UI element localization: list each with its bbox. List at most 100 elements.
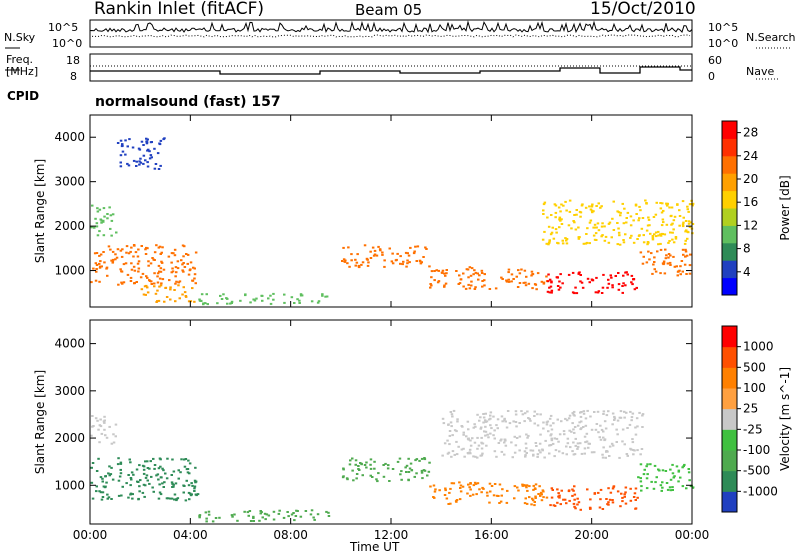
echo-cell	[653, 233, 656, 236]
echo-cell	[398, 457, 402, 460]
echo-cell	[526, 410, 529, 413]
echo-cell	[159, 253, 162, 255]
echo-cell	[561, 239, 564, 242]
echo-cell	[145, 474, 149, 477]
echo-cell	[623, 493, 626, 496]
echo-cell	[631, 283, 634, 286]
echo-cell	[634, 433, 638, 436]
echo-cell	[550, 437, 553, 440]
echo-cell	[153, 467, 156, 470]
echo-cell	[505, 279, 508, 282]
echo-cell	[571, 422, 574, 425]
echo-cell	[501, 420, 504, 423]
echo-cell	[181, 269, 184, 272]
echo-cell	[450, 455, 453, 458]
echo-cell	[185, 479, 188, 482]
echo-cell	[373, 249, 377, 252]
echo-cell	[179, 471, 182, 474]
echo-cell	[129, 477, 133, 479]
cpid-text: normalsound (fast) 157	[95, 94, 281, 110]
echo-cell	[579, 211, 583, 214]
echo-cell	[174, 266, 178, 269]
echo-cell	[582, 426, 585, 428]
echo-cell	[476, 482, 480, 485]
echo-cell	[513, 435, 516, 438]
echo-cell	[100, 498, 104, 501]
echo-cell	[535, 445, 538, 447]
echo-cell	[261, 294, 264, 297]
echo-cell	[556, 285, 560, 287]
echo-cell	[521, 484, 525, 487]
echo-cell	[599, 206, 602, 209]
echo-cell	[673, 215, 677, 218]
echo-cell	[98, 424, 102, 427]
echo-cell	[137, 267, 141, 270]
echo-cell	[171, 270, 175, 273]
echo-cell	[317, 300, 321, 303]
echo-cell	[540, 280, 544, 283]
echo-cell	[539, 492, 543, 495]
echo-cell	[176, 260, 180, 263]
echo-cell	[139, 479, 142, 482]
echo-cell	[450, 413, 454, 416]
echo-cell	[576, 424, 580, 427]
echo-cell	[686, 230, 689, 233]
echo-cell	[170, 474, 173, 476]
echo-cell	[163, 300, 166, 303]
echo-cell	[345, 477, 349, 480]
echo-cell	[622, 239, 625, 241]
echo-cell	[633, 492, 637, 495]
echo-cell	[606, 286, 609, 289]
echo-cell	[104, 434, 107, 437]
echo-cell	[542, 496, 545, 499]
echo-cell	[171, 486, 174, 488]
echo-cell	[415, 260, 418, 262]
echo-cell	[506, 489, 509, 492]
y-tick-label: 4000	[54, 337, 85, 351]
echo-cell	[663, 233, 667, 236]
echo-cell	[617, 272, 620, 274]
x-tick-label: 20:00	[574, 528, 609, 542]
echo-cell	[689, 253, 692, 256]
echo-cell	[448, 434, 452, 437]
echo-cell	[428, 461, 431, 464]
echo-cell	[622, 241, 626, 244]
echo-cell	[157, 246, 161, 249]
echo-cell	[621, 496, 624, 499]
echo-cell	[599, 424, 602, 427]
echo-cell	[685, 229, 688, 232]
echo-cell	[106, 493, 109, 496]
echo-cell	[130, 478, 133, 481]
echo-cell	[493, 429, 496, 432]
echo-cell	[514, 421, 518, 423]
echo-cell	[455, 499, 459, 501]
echo-cell	[581, 203, 584, 206]
echo-cell	[507, 278, 510, 281]
echo-cell	[634, 204, 638, 207]
echo-cell	[639, 453, 642, 456]
echo-cell	[183, 458, 186, 461]
echo-cell	[422, 256, 425, 258]
echo-cell	[150, 141, 153, 143]
echo-cell	[182, 262, 185, 264]
echo-cell	[373, 253, 377, 256]
echo-cell	[120, 281, 123, 284]
echo-cell	[132, 473, 135, 476]
echo-cell	[608, 498, 612, 501]
echo-cell	[657, 468, 660, 471]
echo-cell	[272, 518, 276, 521]
echo-cell	[665, 254, 668, 257]
echo-cell	[90, 481, 94, 484]
echo-cell	[593, 238, 597, 241]
echo-cell	[687, 210, 690, 213]
echo-cell	[349, 459, 352, 462]
echo-cell	[525, 484, 529, 487]
echo-cell	[376, 480, 379, 483]
echo-cell	[388, 480, 391, 482]
echo-cell	[554, 449, 558, 452]
echo-cell	[363, 244, 367, 247]
echo-cell	[101, 496, 105, 498]
echo-cell	[603, 239, 607, 242]
echo-cell	[476, 447, 479, 450]
echo-cell	[193, 485, 197, 488]
